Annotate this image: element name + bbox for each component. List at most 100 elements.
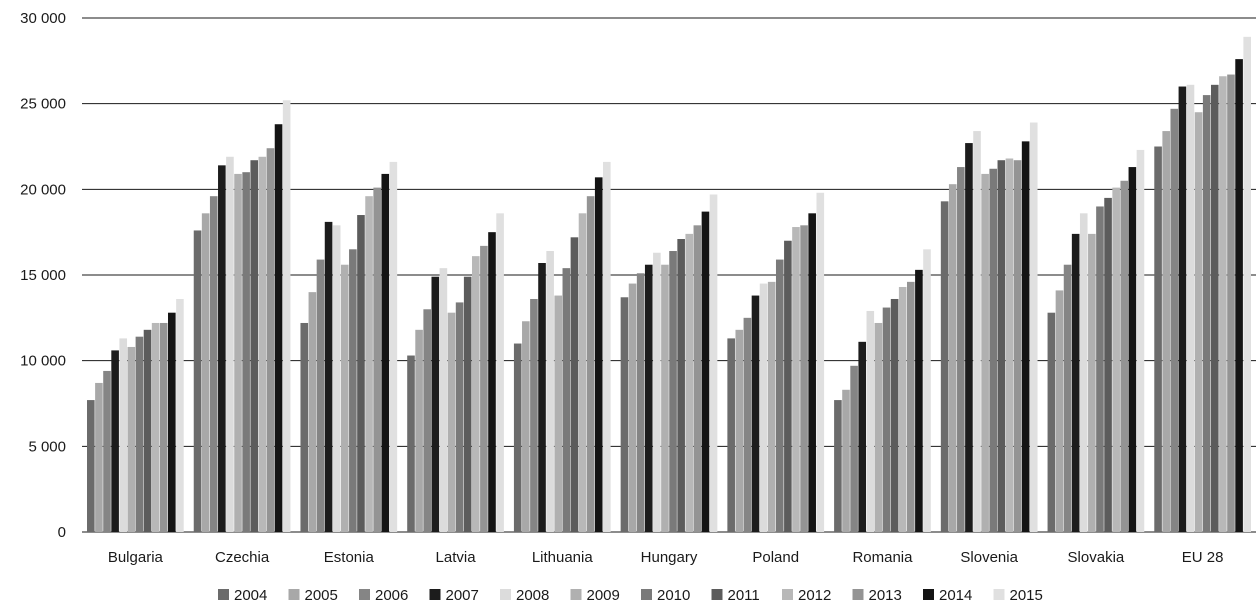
bar-group-latvia [407,213,504,532]
bar-group-czechia [193,100,291,533]
bar-2004 [834,400,842,532]
y-tick-label: 0 [58,524,66,541]
legend-swatch [711,589,723,600]
bar-2014 [274,124,283,532]
bar-2005 [201,213,210,532]
bar-2006 [850,365,858,532]
bar-2009 [447,312,456,532]
y-tick-label: 20 000 [20,181,66,198]
legend-swatch [288,589,300,600]
legend-label: 2008 [516,587,549,604]
bar-2013 [159,322,168,532]
bar-2012 [898,286,907,532]
bar-2014 [168,312,176,532]
bar-2012 [1005,158,1014,532]
x-tick-label: Lithuania [532,549,594,566]
bar-2010 [562,268,571,532]
bar-2015 [496,213,504,532]
bar-2006 [1170,108,1179,532]
bar-2013 [1227,74,1235,532]
y-axis: 0 5 000 10 000 15 000 20 000 25 000 30 000 [20,10,66,541]
bar-2011 [463,276,472,532]
bar-2004 [727,338,735,532]
bar-2007 [324,221,333,533]
bar-2015 [282,100,291,533]
bar-2013 [907,281,915,532]
bar-2014 [381,173,390,532]
bar-2012 [258,156,267,532]
bar-2007 [858,341,867,532]
bar-group-hungary [620,194,718,532]
bar-2005 [95,382,103,532]
bar-2004 [1154,146,1162,532]
legend-item: 2009 [570,587,620,604]
bar-2012 [685,233,694,532]
bar-2004 [300,322,309,532]
bar-group-poland [727,192,825,532]
bar-2006 [530,298,538,532]
bar-2014 [808,213,816,532]
x-tick-label: Slovenia [960,549,1018,566]
bar-2015 [389,161,398,533]
bar-2006 [636,273,645,532]
bar-2008 [866,310,875,532]
bar-2007 [751,295,760,532]
legend-label: 2005 [305,587,338,604]
bar-2012 [1112,187,1120,532]
bar-2015 [923,249,931,533]
bar-group-bulgaria [87,298,184,532]
bar-2008 [653,252,661,532]
bar-2009 [127,346,136,532]
legend-swatch [218,589,229,600]
x-axis: Bulgaria Czechia Estonia Latvia Lithuania Hun… [108,549,1224,566]
bar-2009 [1194,112,1203,532]
bar-2010 [135,336,144,532]
x-tick-label: Czechia [215,549,270,566]
bar-2007 [1178,86,1187,533]
y-tick-label: 5 000 [28,438,66,455]
bar-2009 [1088,233,1096,532]
x-tick-label: Slovakia [1068,549,1125,566]
bar-2004 [87,400,95,532]
legend-label: 2004 [234,587,267,604]
y-tick-label: 15 000 [20,267,66,284]
bar-2008 [119,338,128,532]
legend-swatch [993,589,1005,600]
bar-series [87,36,1251,533]
bar-2006 [423,309,431,532]
x-tick-label: Bulgaria [108,549,164,566]
bar-2009 [874,322,883,532]
bar-2009 [981,173,989,532]
legend-item: 2004 [218,587,267,604]
bar-2005 [1055,290,1064,532]
bar-2008 [546,251,554,532]
legend-item: 2010 [641,587,690,604]
bar-2007 [1071,233,1080,532]
bar-2008 [226,156,234,532]
bar-group-eu-28 [1154,36,1251,533]
bar-2013 [1120,180,1129,532]
legend-swatch [641,589,652,600]
bar-2005 [522,321,530,532]
bar-2008 [973,131,981,532]
bar-2007 [644,264,653,532]
legend-label: 2007 [446,587,479,604]
legend-item: 2007 [429,587,479,604]
bar-2010 [989,168,998,533]
bar-group-romania [834,249,931,533]
bar-2006 [1063,264,1072,532]
bar-2006 [743,317,752,532]
bar-2015 [603,161,611,533]
bar-2010 [242,172,250,532]
bar-2005 [308,292,317,532]
bar-2015 [1029,122,1038,532]
bar-2011 [784,240,792,532]
bar-group-lithuania [513,161,611,533]
legend-label: 2011 [728,587,760,604]
legend-item: 2014 [923,587,972,604]
legend-swatch [923,589,934,600]
bar-2012 [578,213,587,532]
bar-2010 [455,302,464,532]
bar-2011 [677,239,685,532]
legend-item: 2005 [288,587,338,604]
